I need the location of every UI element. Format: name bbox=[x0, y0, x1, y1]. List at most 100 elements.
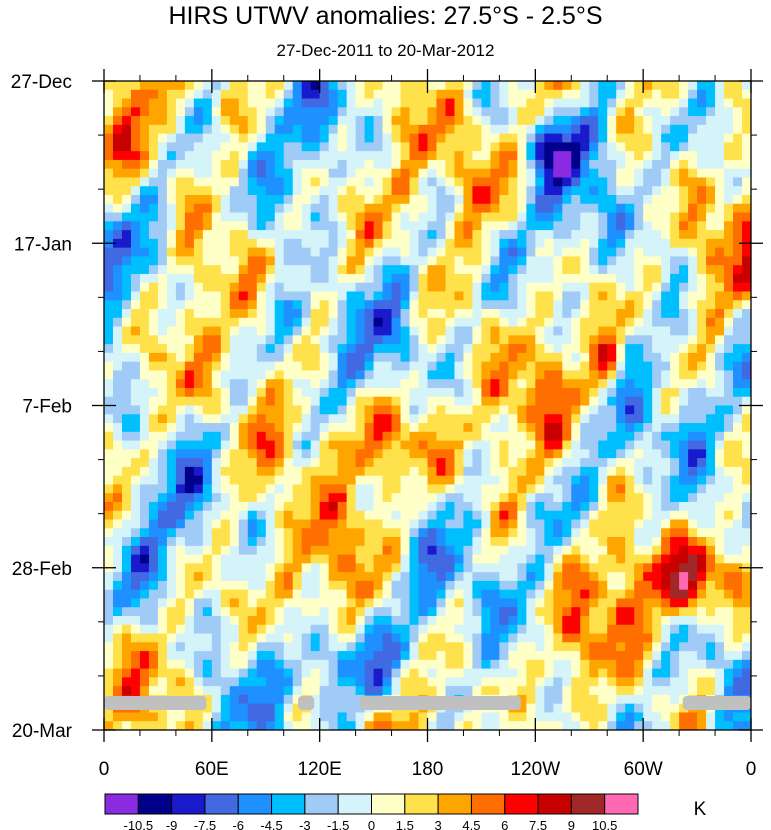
heat-cell bbox=[139, 563, 150, 573]
heat-cell bbox=[634, 317, 644, 328]
heat-cell bbox=[508, 273, 518, 284]
heat-cell bbox=[247, 124, 258, 135]
heat-cell bbox=[427, 335, 438, 345]
heat-cell bbox=[355, 493, 366, 503]
heat-cell bbox=[526, 230, 536, 240]
heat-cell bbox=[670, 256, 680, 266]
heat-cell bbox=[283, 195, 294, 205]
heat-cell bbox=[274, 159, 285, 170]
heat-cell bbox=[337, 230, 348, 240]
heat-cell bbox=[481, 273, 492, 284]
heat-cell bbox=[166, 423, 177, 433]
heat-cell bbox=[661, 370, 671, 380]
heat-cell bbox=[337, 633, 348, 643]
heat-cell bbox=[598, 510, 608, 521]
heat-cell bbox=[373, 414, 384, 424]
heat-cell bbox=[454, 265, 465, 275]
heat-cell bbox=[104, 659, 114, 670]
heat-cell bbox=[697, 370, 707, 380]
heat-cell bbox=[715, 203, 725, 214]
heat-cell bbox=[499, 572, 509, 582]
heat-cell bbox=[553, 458, 563, 468]
heat-cell bbox=[301, 659, 312, 670]
heat-cell bbox=[337, 589, 348, 600]
heat-cell bbox=[472, 431, 483, 442]
heat-cell bbox=[625, 273, 635, 284]
heat-cell bbox=[697, 168, 707, 179]
heat-cell bbox=[346, 528, 357, 538]
heat-cell bbox=[481, 440, 492, 450]
heat-cell bbox=[589, 396, 599, 407]
heat-cell bbox=[715, 405, 725, 415]
heat-cell bbox=[121, 414, 132, 424]
heat-cell bbox=[652, 501, 662, 512]
heat-cell bbox=[355, 256, 366, 266]
heat-cell bbox=[193, 300, 204, 310]
heat-cell bbox=[319, 563, 330, 573]
heat-cell bbox=[454, 335, 465, 345]
heat-cell bbox=[490, 195, 500, 205]
heat-cell bbox=[580, 177, 590, 187]
heat-cell bbox=[463, 352, 474, 363]
heat-cell bbox=[688, 221, 698, 231]
heat-cell bbox=[688, 431, 698, 442]
heat-cell bbox=[688, 572, 698, 582]
heat-cell bbox=[616, 238, 626, 249]
heat-cell bbox=[148, 273, 159, 284]
heat-cell bbox=[148, 124, 159, 135]
heat-cell bbox=[355, 309, 366, 319]
heat-cell bbox=[166, 107, 177, 117]
heat-cell bbox=[607, 361, 617, 372]
heat-cell bbox=[481, 89, 492, 100]
heat-cell bbox=[436, 624, 447, 635]
heat-cell bbox=[364, 431, 375, 442]
heat-cell bbox=[310, 458, 321, 468]
heat-cell bbox=[463, 501, 474, 512]
heat-cell bbox=[148, 396, 159, 407]
heat-cell bbox=[247, 642, 258, 652]
heat-cell bbox=[724, 572, 734, 582]
heat-cell bbox=[193, 203, 204, 214]
heat-cell bbox=[715, 572, 725, 582]
heat-cell bbox=[733, 563, 743, 573]
heat-cell bbox=[715, 142, 725, 152]
heat-cell bbox=[301, 387, 312, 398]
heat-cell bbox=[553, 537, 563, 547]
heat-cell bbox=[598, 89, 608, 100]
heat-cell bbox=[499, 659, 509, 670]
heat-cell bbox=[148, 615, 159, 626]
heat-cell bbox=[463, 475, 474, 486]
heat-cell bbox=[202, 107, 213, 117]
heat-cell bbox=[742, 659, 751, 670]
heat-cell bbox=[616, 440, 626, 450]
heat-cell bbox=[733, 282, 743, 293]
heat-cell bbox=[688, 659, 698, 670]
heat-cell bbox=[373, 563, 384, 573]
heat-cell bbox=[220, 212, 231, 222]
heat-cell bbox=[445, 221, 456, 231]
heat-cell bbox=[481, 177, 492, 187]
heat-cell bbox=[463, 133, 474, 143]
heat-cell bbox=[166, 510, 177, 521]
heat-cell bbox=[472, 326, 483, 336]
heat-cell bbox=[211, 168, 222, 179]
heat-cell bbox=[454, 572, 465, 582]
heat-cell bbox=[553, 449, 563, 459]
heat-cell bbox=[472, 387, 483, 398]
heat-cell bbox=[706, 344, 716, 354]
heat-cell bbox=[490, 335, 500, 345]
heat-cell bbox=[508, 124, 518, 135]
heat-cell bbox=[310, 423, 321, 433]
heat-cell bbox=[589, 449, 599, 459]
heat-cell bbox=[104, 510, 114, 521]
heat-cell bbox=[652, 273, 662, 284]
heat-cell bbox=[157, 168, 168, 179]
heat-cell bbox=[130, 501, 141, 512]
heat-cell bbox=[625, 352, 635, 363]
heat-cell bbox=[283, 230, 294, 240]
heat-cell bbox=[211, 151, 222, 161]
heat-cell bbox=[481, 563, 492, 573]
heat-cell bbox=[571, 230, 581, 240]
heat-cell bbox=[742, 519, 751, 529]
heat-cell bbox=[373, 265, 384, 275]
